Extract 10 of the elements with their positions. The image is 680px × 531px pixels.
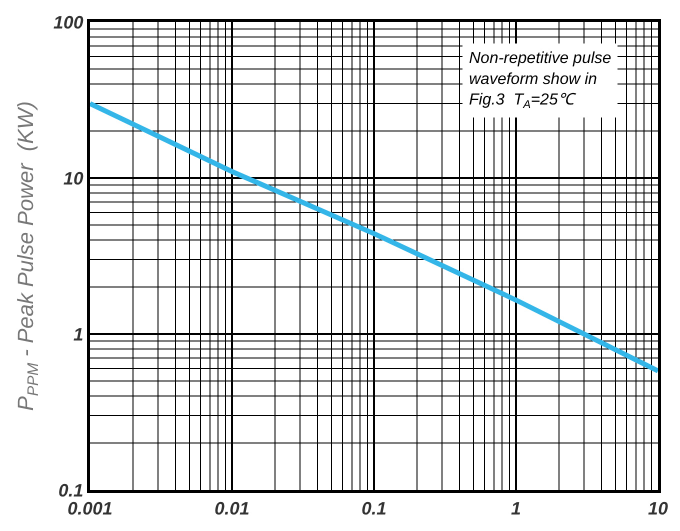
y-tick-label: 100 [53, 12, 84, 32]
annotation: Non-repetitive pulse waveform show in Fig.3 T$_{A}$=25℃ [469, 50, 612, 111]
y-tick-label: 1 [73, 324, 84, 344]
x-tick-label: 0.01 [214, 498, 250, 519]
y-tick-label: 10 [63, 168, 84, 188]
x-tick-label: 1 [510, 498, 522, 519]
x-tick-label: 10 [648, 498, 668, 519]
x-tick-label: 0.001 [67, 498, 113, 519]
x-tick-label: 0.1 [361, 498, 387, 519]
y-tick-label: 0.1 [58, 480, 84, 500]
